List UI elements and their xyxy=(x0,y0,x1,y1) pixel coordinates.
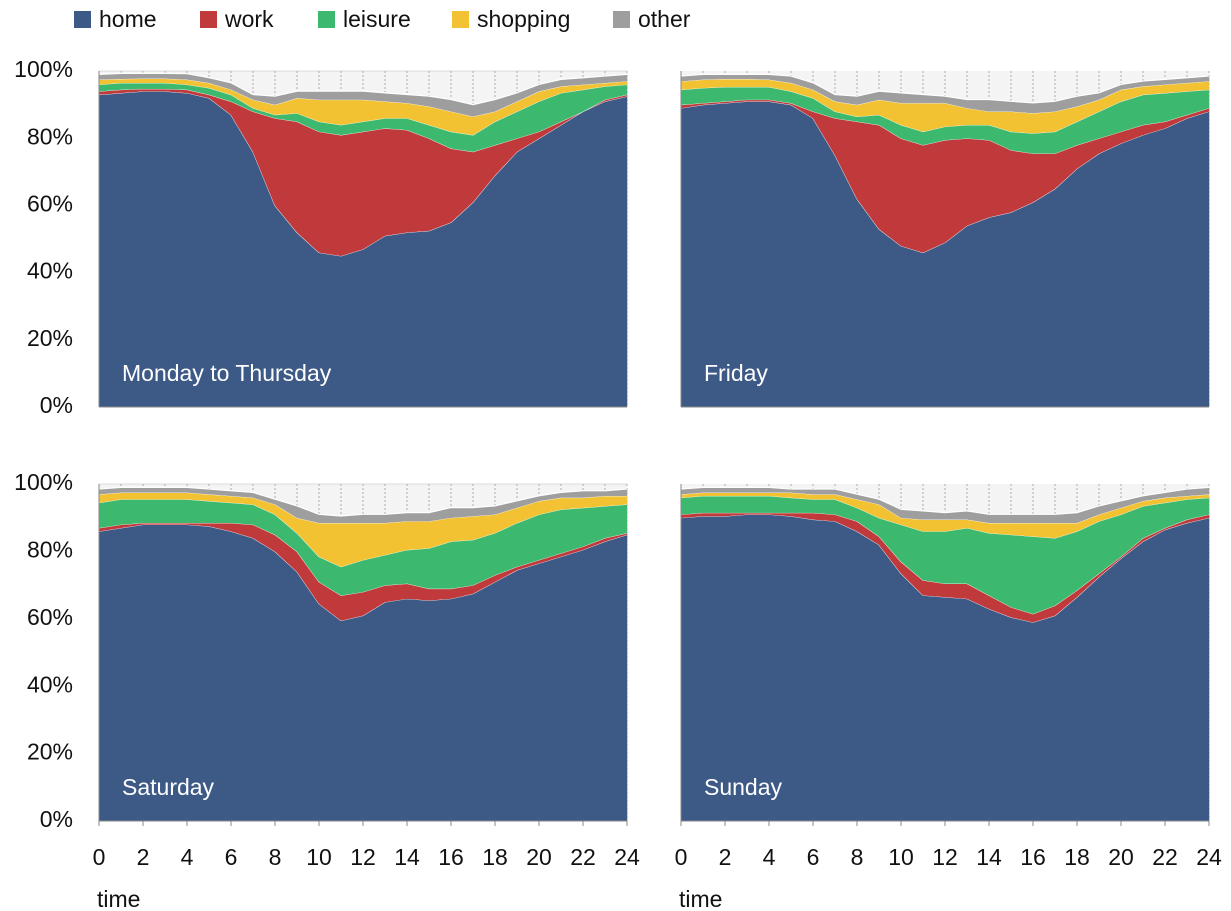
legend-swatch xyxy=(613,11,630,28)
area-edge xyxy=(98,486,628,517)
legend-label: leisure xyxy=(343,6,411,32)
x-tick-label: 8 xyxy=(851,844,864,870)
x-tick-label: 14 xyxy=(394,844,420,870)
y-tick-label: 60% xyxy=(27,604,73,630)
y-tick-label: 100% xyxy=(14,469,73,495)
x-tick-label: 20 xyxy=(526,844,552,870)
panel-title: Saturday xyxy=(122,774,215,800)
x-tick-label: 18 xyxy=(1064,844,1090,870)
y-tick-label: 60% xyxy=(27,190,73,216)
y-tick-label: 0% xyxy=(40,806,73,832)
y-tick-label: 20% xyxy=(27,739,73,765)
x-tick-label: 16 xyxy=(438,844,464,870)
x-tick-label: 4 xyxy=(181,844,194,870)
legend-swatch xyxy=(452,11,469,28)
x-tick-label: 10 xyxy=(888,844,914,870)
y-tick-label: 40% xyxy=(27,258,73,284)
x-tick-label: 22 xyxy=(1152,844,1178,870)
y-tick-label: 80% xyxy=(27,536,73,562)
x-tick-label: 12 xyxy=(932,844,958,870)
x-tick-label: 12 xyxy=(350,844,376,870)
panel-title: Sunday xyxy=(704,774,783,800)
y-tick-label: 100% xyxy=(14,56,73,82)
y-tick-label: 0% xyxy=(40,392,73,418)
x-tick-label: 2 xyxy=(719,844,732,870)
y-tick-label: 20% xyxy=(27,325,73,351)
x-tick-label: 24 xyxy=(1196,844,1222,870)
x-tick-label: 14 xyxy=(976,844,1002,870)
legend-label: home xyxy=(99,6,157,32)
area-edge xyxy=(680,486,1210,515)
x-tick-label: 10 xyxy=(306,844,332,870)
legend-label: other xyxy=(638,6,691,32)
x-tick-label: 24 xyxy=(614,844,640,870)
x-tick-label: 16 xyxy=(1020,844,1046,870)
legend-label: work xyxy=(224,6,274,32)
x-tick-label: 4 xyxy=(763,844,776,870)
x-axis-label: time xyxy=(679,886,722,911)
y-tick-label: 80% xyxy=(27,123,73,149)
x-tick-label: 6 xyxy=(225,844,238,870)
y-tick-label: 40% xyxy=(27,671,73,697)
x-tick-label: 6 xyxy=(807,844,820,870)
x-tick-label: 8 xyxy=(269,844,282,870)
x-tick-label: 18 xyxy=(482,844,508,870)
area-edge xyxy=(98,72,628,106)
x-tick-label: 0 xyxy=(93,844,106,870)
x-tick-label: 22 xyxy=(570,844,596,870)
x-tick-label: 2 xyxy=(137,844,150,870)
legend-swatch xyxy=(318,11,335,28)
legend-swatch xyxy=(74,11,91,28)
panel-title: Monday to Thursday xyxy=(122,360,332,386)
panel-title: Friday xyxy=(704,360,768,386)
x-axis-label: time xyxy=(97,886,140,911)
legend-swatch xyxy=(200,11,217,28)
x-tick-label: 20 xyxy=(1108,844,1134,870)
area-edge xyxy=(680,73,1210,104)
legend-label: shopping xyxy=(477,6,570,32)
x-tick-label: 0 xyxy=(675,844,688,870)
